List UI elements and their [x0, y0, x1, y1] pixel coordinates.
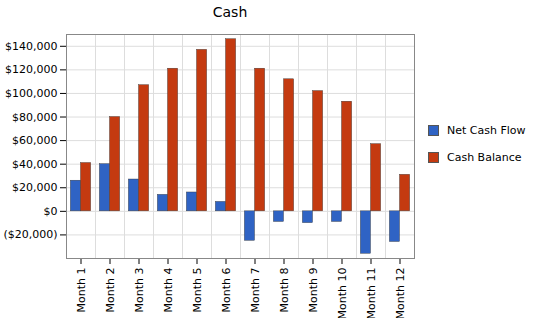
svg-text:Month 10: Month 10 [336, 268, 349, 318]
svg-text:$140,000: $140,000 [5, 40, 58, 53]
svg-text:Month 12: Month 12 [394, 268, 407, 318]
svg-text:$0: $0 [44, 205, 58, 218]
svg-text:$120,000: $120,000 [5, 63, 58, 76]
svg-text:Month 11: Month 11 [365, 268, 378, 318]
svg-text:$100,000: $100,000 [5, 87, 58, 100]
html-text:Cash Balance: Cash Balance [447, 151, 522, 164]
svg-text:Month 7: Month 7 [249, 268, 262, 313]
svg-text:$40,000: $40,000 [12, 158, 58, 171]
html-text:Cash: Cash [212, 4, 248, 20]
svg-text:$80,000: $80,000 [12, 111, 58, 124]
svg-text:Month 3: Month 3 [133, 268, 146, 313]
svg-text:Month 5: Month 5 [191, 268, 204, 313]
svg-text:($20,000): ($20,000) [3, 228, 57, 241]
svg-text:Month 6: Month 6 [220, 268, 233, 313]
svg-text:Month 8: Month 8 [278, 268, 291, 313]
svg-text:$60,000: $60,000 [12, 134, 58, 147]
svg-text:Month 9: Month 9 [307, 268, 320, 313]
html-text:Net Cash Flow: Net Cash Flow [447, 124, 526, 137]
svg-text:Month 2: Month 2 [104, 268, 117, 313]
svg-text:$20,000: $20,000 [12, 181, 58, 194]
svg-text:Month 1: Month 1 [75, 268, 88, 313]
svg-text:Month 4: Month 4 [162, 268, 175, 313]
